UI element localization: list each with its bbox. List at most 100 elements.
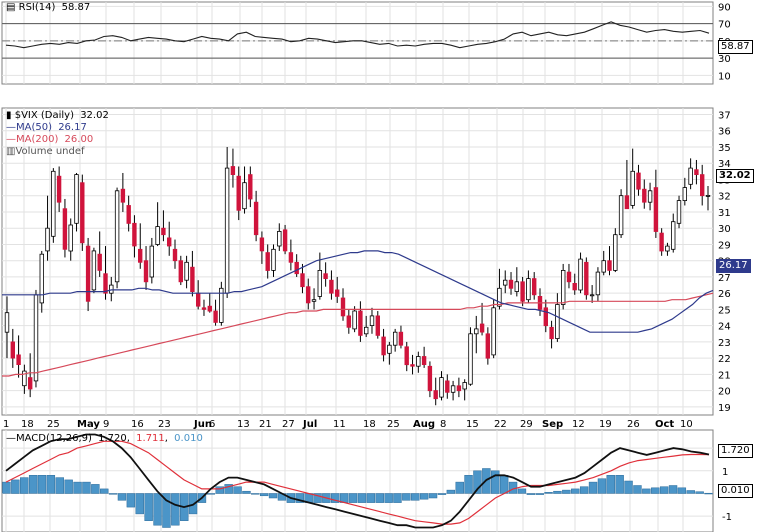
candle-body: [190, 266, 195, 293]
candle-body: [305, 286, 311, 304]
candle-body: [74, 174, 79, 224]
macd-signal-value: 1.711: [136, 433, 165, 444]
candle-body: [172, 248, 178, 262]
macd-hist-bar: [171, 493, 180, 526]
candle-body: [502, 279, 508, 286]
macd-hist-bar: [402, 493, 411, 501]
candle-body: [439, 377, 444, 398]
candle-body: [137, 248, 143, 263]
volume-label: Volume undef: [15, 146, 85, 157]
price-tick-label: 21: [718, 370, 731, 381]
macd-hist-bar: [491, 470, 500, 494]
candle-body: [253, 201, 259, 236]
candle-body: [665, 245, 670, 252]
macd-hist-bar: [455, 481, 464, 494]
candle-body: [97, 253, 102, 271]
macd-hist-bar: [55, 477, 64, 494]
candle-body: [468, 333, 473, 385]
candle-body: [700, 174, 705, 197]
price-tick-label: 36: [718, 127, 731, 138]
candle-body: [555, 304, 560, 339]
candle-body: [161, 227, 166, 236]
candle-body: [375, 315, 380, 336]
x-tick-label: 27: [282, 419, 295, 430]
macd-hist-bar: [153, 493, 162, 526]
x-tick-label: Oct: [655, 419, 674, 430]
x-tick-label: 15: [466, 419, 479, 430]
candle-body: [334, 289, 340, 297]
candle-body: [352, 310, 357, 330]
candle-body: [392, 331, 398, 346]
price-tick-label: 30: [718, 224, 731, 235]
candle-body: [120, 188, 126, 203]
candle-body: [311, 299, 317, 302]
candle-body: [474, 328, 479, 335]
price-tick-label: 26: [718, 289, 731, 300]
macd-hist-bar: [446, 489, 456, 494]
macd-hist-bar: [615, 475, 624, 494]
candle-body: [659, 232, 664, 252]
candle-icon: ▮: [6, 110, 12, 121]
candle-body: [618, 195, 624, 236]
candle-body: [132, 222, 137, 247]
candle-body: [508, 279, 514, 289]
macd-hist-bar: [526, 493, 536, 495]
candle-body: [68, 224, 73, 252]
volume-bars-icon: ▥: [6, 146, 16, 157]
price-tick-label: 37: [718, 110, 731, 121]
candle-body: [636, 172, 641, 190]
candle-body: [410, 364, 415, 367]
candle-body: [491, 307, 496, 356]
x-tick-label: 9: [103, 419, 109, 430]
candle-body: [387, 344, 392, 354]
macd-hist-bar: [259, 493, 269, 497]
macd-hist-bar: [571, 488, 580, 494]
candle-body: [595, 271, 601, 296]
candle-body: [80, 182, 85, 244]
vix-legend-row: ▮ $VIX (Daily) 32.02: [6, 110, 109, 122]
candle-body: [363, 326, 369, 335]
macd-hist-bar: [642, 488, 651, 494]
price-tick-label: 29: [718, 240, 731, 251]
macd-hist-bar: [295, 493, 304, 503]
candle-body: [445, 380, 450, 393]
x-tick-label: Jul: [302, 419, 317, 430]
x-tick-label: 18: [363, 419, 376, 430]
candle-body: [671, 221, 676, 250]
candle-body: [653, 187, 659, 232]
price-tick-label: 31: [718, 208, 731, 219]
macd-hist-bar: [473, 470, 482, 494]
candle-body: [103, 273, 108, 294]
macd-line: [5, 433, 710, 529]
price-tick-label: 35: [718, 143, 731, 154]
macd-hist-value: 0.010: [174, 433, 203, 444]
candle-body: [282, 229, 288, 252]
rsi-value-badge: 58.87: [718, 40, 753, 54]
candle-body: [450, 385, 456, 393]
macd-hist-bar: [624, 480, 633, 494]
price-tick-label: 27: [718, 273, 731, 284]
candle-body: [294, 261, 299, 275]
candle-body: [421, 356, 427, 366]
macd-tick-label: -1: [722, 512, 732, 523]
macd-hist-bar: [73, 481, 82, 494]
macd-hist-bar: [135, 493, 144, 515]
candle-body: [532, 278, 537, 296]
macd-hist-bar: [437, 493, 447, 495]
macd-panel-frame: [1, 429, 714, 532]
macd-hist-bar: [215, 486, 224, 494]
candle-body: [143, 260, 149, 283]
macd-hist-bar: [677, 487, 687, 494]
macd-hist-bar: [206, 493, 216, 495]
macd-legend: —MACD(12,26,9) 1.720, 1.711, 0.010: [6, 433, 203, 444]
x-tick-label: 12: [572, 419, 585, 430]
ma50-line-icon: —: [6, 122, 16, 133]
candle-body: [682, 187, 687, 202]
candle-body: [607, 260, 612, 271]
macd-hist-bar: [428, 493, 438, 499]
ma200-legend-row: —MA(200) 26.00: [6, 134, 109, 146]
candle-body: [201, 307, 207, 310]
macd-hist-bar: [704, 492, 713, 495]
candle-body: [369, 315, 375, 326]
x-tick-label: Aug: [413, 419, 435, 430]
